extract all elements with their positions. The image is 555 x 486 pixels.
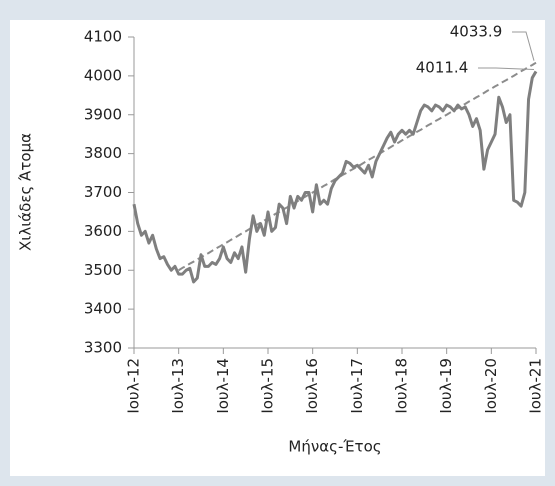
x-tick-label: Ιουλ-19 [437, 358, 455, 414]
x-tick-label: Ιουλ-16 [303, 358, 321, 414]
trend-line [178, 61, 537, 272]
annotation: 4011.4 [416, 59, 469, 77]
x-tick-label: Ιουλ-14 [214, 358, 232, 414]
y-tick-label: 3300 [84, 339, 122, 357]
y-tick-label: 3400 [84, 300, 122, 318]
x-tick-label: Ιουλ-12 [125, 358, 143, 414]
x-tick-label: Ιουλ-13 [169, 358, 187, 414]
y-tick-label: 4000 [84, 66, 122, 84]
y-tick-label: 4100 [84, 28, 122, 46]
x-tick-label: Ιουλ-21 [527, 358, 545, 414]
y-tick-label: 3500 [84, 261, 122, 279]
y-tick-label: 3900 [84, 105, 122, 123]
y-tick-label: 3700 [84, 183, 122, 201]
y-tick-label: 3800 [84, 144, 122, 162]
annotation-leader [478, 67, 535, 70]
data-line [132, 70, 538, 284]
x-tick-label: Ιουλ-15 [259, 358, 277, 414]
annotation: 4033.9 [450, 23, 503, 41]
x-tick-label: Ιουλ-18 [393, 358, 411, 414]
y-axis-label: Χιλιάδες Άτομα [17, 133, 35, 251]
y-tick-label: 3600 [84, 222, 122, 240]
x-tick-label: Ιουλ-20 [482, 358, 500, 414]
annotation-leader [512, 31, 535, 61]
x-axis-label: Μήνας-Έτος [288, 438, 381, 456]
panel [10, 20, 545, 476]
x-tick-label: Ιουλ-17 [348, 358, 366, 414]
